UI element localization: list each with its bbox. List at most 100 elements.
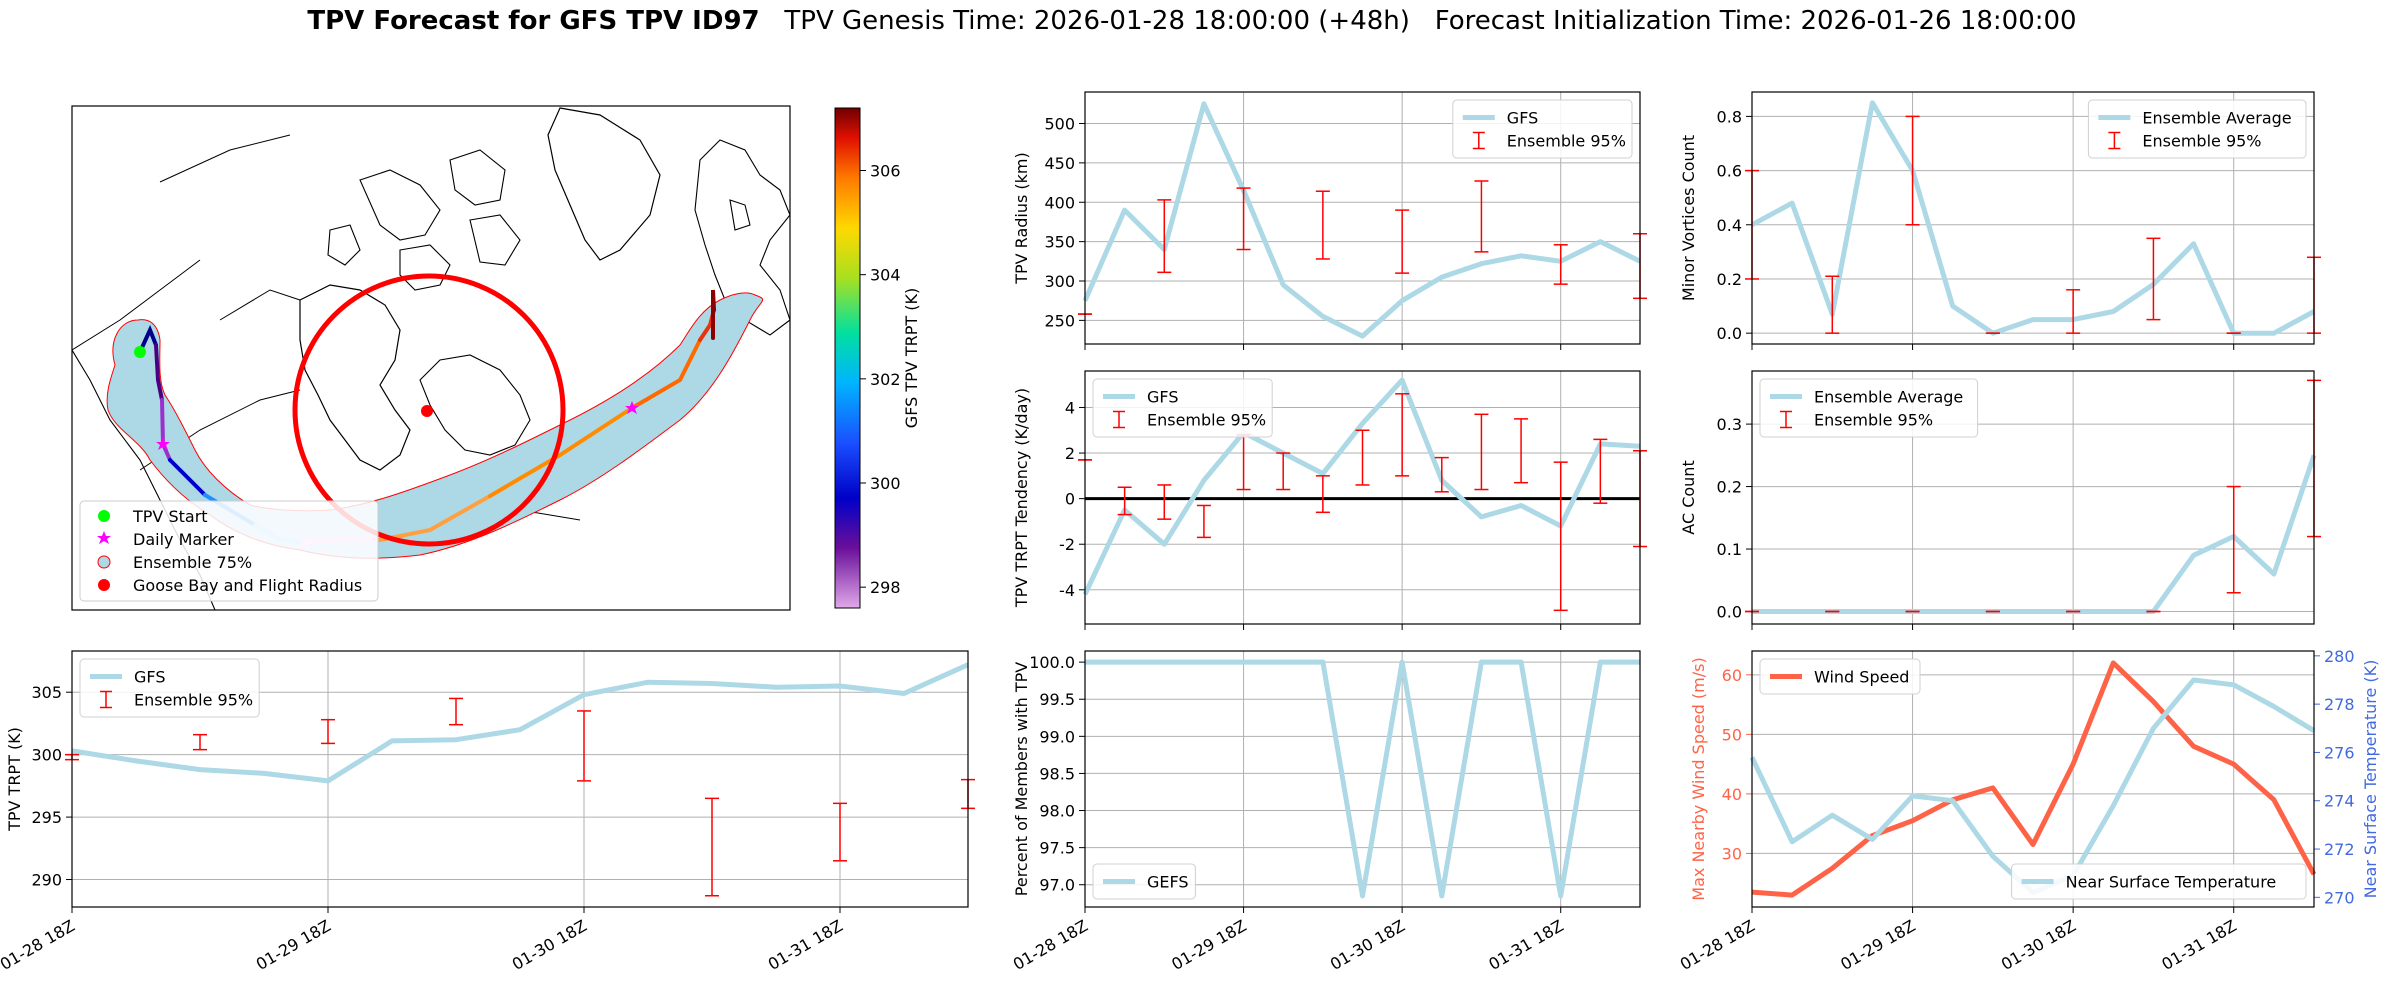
legend: Wind Speed: [1759, 658, 1921, 695]
legend: GEFS: [1092, 863, 1196, 900]
legend-label: GFS: [1147, 388, 1178, 407]
legend-label: GFS: [1507, 109, 1538, 128]
y2-axis-label: Near Surface Temperature (K): [2361, 660, 2380, 899]
x-tick-label: 01-28 18Z: [1677, 916, 1758, 974]
x-tick-label: 01-29 18Z: [1837, 916, 1918, 974]
x-tick-label: 01-29 18Z: [253, 916, 334, 974]
y-tick-label: 0: [1065, 490, 1075, 509]
x-tick-label: 01-31 18Z: [2158, 916, 2239, 974]
legend-ensemble-75: Ensemble 75%: [133, 553, 252, 572]
colorbar-tick-label: 298: [870, 578, 901, 597]
x-tick-label: 01-31 18Z: [1485, 916, 1566, 974]
axes-frame: [1084, 650, 1641, 908]
legend-box: [1452, 99, 1633, 159]
y-tick-label: 0.2: [1717, 478, 1742, 497]
colorbar-tick-label: 302: [870, 370, 901, 389]
daily-marker-star: [156, 437, 170, 450]
y2-tick-label: 280: [2324, 647, 2355, 666]
y-tick-label: 97.5: [1039, 839, 1075, 858]
y2-tick-label: 278: [2324, 695, 2355, 714]
legend-box: [2087, 99, 2307, 159]
y2-tick-label: 272: [2324, 840, 2355, 859]
y-tick-label: 97.0: [1039, 876, 1075, 895]
y-axis-label: Percent of Members with TPV: [1012, 662, 1031, 896]
chart-tpv-radius: 250 300 350 400 450 500 TPV Radius (km) GFS Ense…: [1012, 91, 1647, 350]
colorbar-tick-label: 306: [870, 162, 901, 181]
series-line-ensemble-average: [1752, 454, 2317, 614]
y-tick-label: 50: [1722, 725, 1742, 744]
y-tick-label: 0.6: [1717, 162, 1742, 181]
legend-box: [79, 658, 260, 718]
y-axis-label: TPV TRPT (K): [5, 727, 24, 832]
y-tick-label: 350: [1044, 233, 1075, 252]
legend-label: Near Surface Temperature: [2066, 873, 2277, 892]
legend: Ensemble Average Ensemble 95%: [2087, 99, 2307, 159]
y-tick-label: 450: [1044, 154, 1075, 173]
y-tick-label: 40: [1722, 785, 1742, 804]
y-axis-label: Max Nearby Wind Speed (m/s): [1689, 657, 1708, 900]
y2-tick-label: 270: [2324, 888, 2355, 907]
legend-tpv-start-icon: [98, 510, 110, 522]
legend-label: Ensemble Average: [1814, 388, 1963, 407]
figure-title: TPV Forecast for GFS TPV ID97 TPV Genesi…: [0, 6, 2384, 36]
legend-tpv-start: TPV Start: [132, 507, 208, 526]
y-tick-label: 295: [31, 808, 62, 827]
y-tick-label: 0.2: [1717, 270, 1742, 289]
legend-goose-bay-icon: [98, 579, 110, 591]
colorbar-tick-label: 300: [870, 474, 901, 493]
chart-ac-count: 0.0 0.1 0.2 0.3 AC Count Ensemble AverageEnse…: [1679, 370, 2321, 630]
legend-label: Ensemble 95%: [2142, 132, 2261, 151]
colorbar-label: GFS TPV TRPT (K): [902, 288, 921, 428]
y-tick-label: 0.1: [1717, 540, 1742, 559]
y-tick-label: 30: [1722, 844, 1742, 863]
series-line-ensemble-average: [1750, 100, 2316, 336]
x-tick-label: 01-30 18Z: [1998, 916, 2079, 974]
y-tick-label: 0.3: [1717, 415, 1742, 434]
y-tick-label: -2: [1059, 535, 1075, 554]
legend-label: Ensemble 95%: [1507, 132, 1626, 151]
legend-box: [1092, 378, 1273, 438]
legend-box: [1092, 863, 1196, 900]
y-axis-label: TPV TRPT Tendency (K/day): [1012, 388, 1031, 608]
legend-goose-bay: Goose Bay and Flight Radius: [133, 576, 362, 595]
legend-box: [1759, 378, 1979, 438]
y-tick-label: -4: [1059, 581, 1075, 600]
y-tick-label: 0.0: [1717, 603, 1742, 622]
series-line-gfs: [1082, 377, 1641, 596]
y-tick-label: 300: [1044, 272, 1075, 291]
y-axis-label: AC Count: [1679, 460, 1698, 534]
legend-label: Ensemble 95%: [134, 691, 253, 710]
legend-ensemble-75-icon: [97, 555, 111, 569]
x-tick-label: 01-30 18Z: [1327, 916, 1408, 974]
coastline-arctic-islands: [327, 149, 521, 291]
map-legend: TPV Start Daily Marker Ensemble 75% Goos…: [79, 500, 379, 602]
coastline-greenland: [547, 107, 661, 261]
legend: GFS Ensemble 95%: [1452, 99, 1633, 159]
series-line-wind-speed: [1751, 660, 2317, 898]
goose-bay-marker: [421, 405, 433, 417]
coastline-europe: [694, 139, 790, 336]
axes-frame: [1751, 91, 2315, 345]
y-tick-label: 305: [31, 683, 62, 702]
x-tick-label: 01-30 18Z: [509, 916, 590, 974]
legend-label: Ensemble 95%: [1147, 411, 1266, 430]
legend-label: Ensemble Average: [2142, 109, 2291, 128]
y-tick-label: 0.8: [1717, 107, 1742, 126]
legend: Near Surface Temperature: [2011, 863, 2307, 900]
colorbar-gradient: [834, 107, 861, 609]
y-tick-label: 0.0: [1717, 324, 1742, 343]
legend: Ensemble Average Ensemble 95%: [1759, 378, 1979, 438]
axes-frame: [1084, 370, 1641, 625]
y-tick-label: 300: [31, 746, 62, 765]
y-tick-label: 0.4: [1717, 216, 1742, 235]
y2-tick-label: 276: [2324, 743, 2355, 762]
coastline-hudson-bay: [299, 284, 411, 471]
y-axis-label: Minor Vortices Count: [1679, 135, 1698, 301]
legend: GFS Ensemble 95%: [1092, 378, 1273, 438]
y-tick-label: 60: [1722, 666, 1742, 685]
y-tick-label: 98.5: [1039, 764, 1075, 783]
figure-title-rest: TPV Genesis Time: 2026-01-28 18:00:00 (+…: [759, 6, 2077, 36]
legend-label: GFS: [134, 668, 165, 687]
figure-title-bold: TPV Forecast for GFS TPV ID97: [307, 6, 760, 36]
